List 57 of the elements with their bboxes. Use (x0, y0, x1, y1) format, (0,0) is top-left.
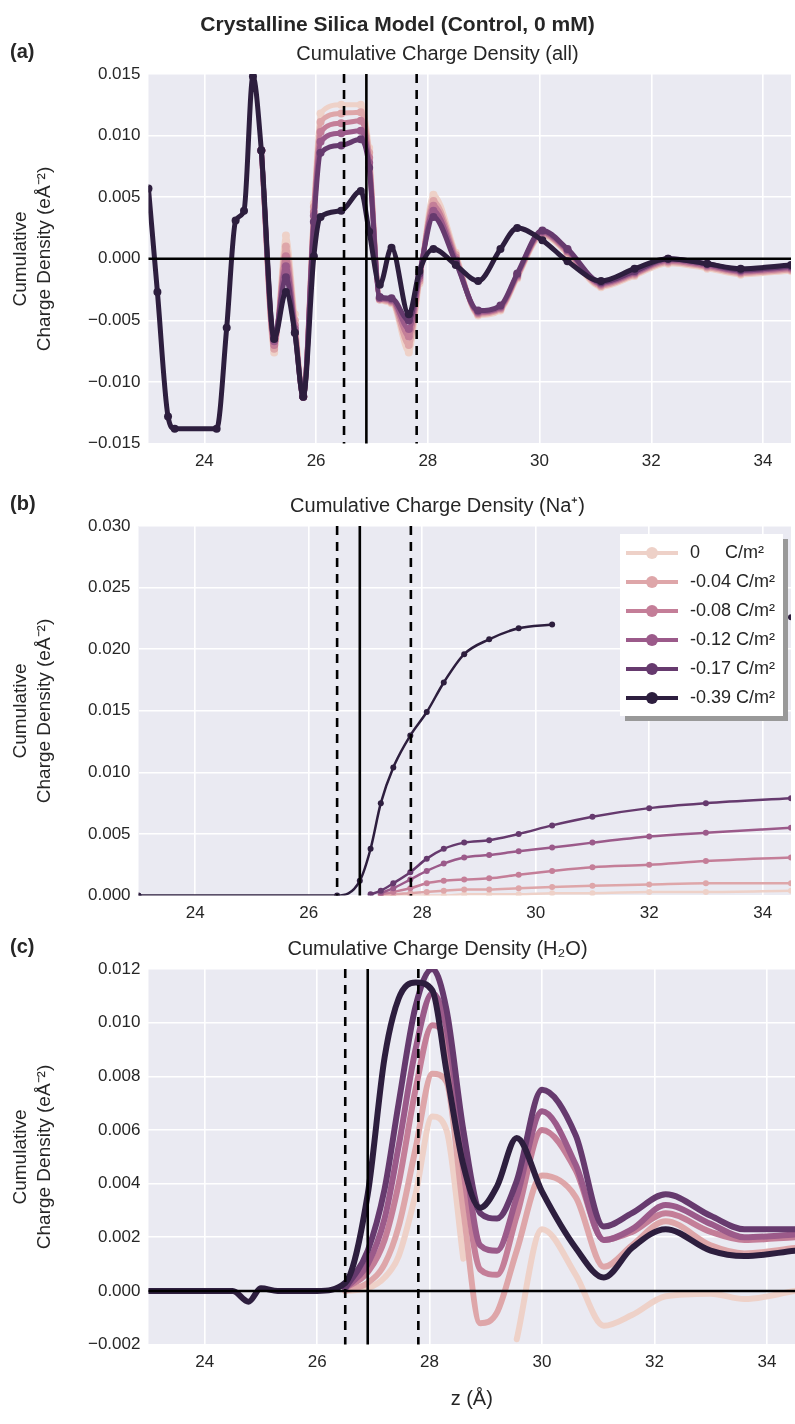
x-tick-label: 30 (526, 903, 546, 923)
x-tick-label: 32 (644, 1352, 664, 1372)
x-tick-label: 28 (412, 903, 432, 923)
x-tick-label: 24 (185, 903, 205, 923)
legend-label: -0.04 C/m² (690, 571, 776, 592)
text: Crystalline Silica Model (Control, 0 mM) (199, 12, 596, 36)
y-tick-label: 0.000 (87, 885, 131, 905)
x-tick-label: 24 (195, 1352, 215, 1372)
y-axis-title: Cumulative Charge Density (eÅ⁻²) (8, 166, 55, 352)
text: (b) (10, 492, 36, 515)
x-tick-label: 26 (299, 903, 319, 923)
legend-label: -0.39 C/m² (690, 687, 776, 708)
text: (c) (10, 935, 35, 958)
y-axis-title: Cumulative Charge Density (eÅ⁻²) (8, 618, 55, 804)
chart-title: Cumulative Charge Density (all) (296, 41, 579, 64)
y-tick-label: 0.012 (97, 958, 141, 978)
chart-title: Cumulative Charge Density (H₂O) (287, 936, 588, 959)
x-tick-label: 30 (530, 451, 550, 471)
y-tick-label: −0.015 (87, 433, 141, 453)
y-axis-title: Cumulative Charge Density (eÅ⁻²) (8, 1064, 55, 1250)
legend-label: 0 C/m² (690, 542, 765, 563)
x-tick-label: 24 (194, 451, 214, 471)
y-tick-label: 0.015 (87, 700, 131, 720)
x-axis-title: z (Å) (450, 1386, 493, 1409)
text: (a) (10, 40, 35, 63)
chart-title: Cumulative Charge Density (Na⁺) (290, 493, 585, 516)
y-tick-label: 0.006 (97, 1119, 141, 1139)
x-tick-label: 34 (753, 903, 773, 923)
x-tick-label: 28 (418, 451, 438, 471)
y-tick-label: 0.005 (87, 823, 131, 843)
y-tick-label: 0.000 (97, 1280, 141, 1300)
x-tick-label: 32 (641, 451, 661, 471)
x-tick-label: 34 (757, 1352, 777, 1372)
y-tick-label: 0.010 (97, 125, 141, 145)
x-tick-label: 26 (306, 451, 326, 471)
x-tick-label: 30 (532, 1352, 552, 1372)
y-tick-label: −0.010 (87, 371, 141, 391)
y-tick-label: 0.020 (87, 638, 131, 658)
y-tick-label: 0.030 (87, 515, 131, 535)
legend-label: -0.12 C/m² (690, 629, 776, 650)
legend-label: -0.08 C/m² (690, 600, 776, 621)
y-tick-label: 0.002 (97, 1226, 141, 1246)
x-tick-label: 32 (639, 903, 659, 923)
y-tick-label: 0.015 (97, 63, 141, 83)
x-tick-label: 28 (420, 1352, 440, 1372)
y-tick-label: 0.004 (97, 1173, 141, 1193)
y-tick-label: 0.025 (87, 577, 131, 597)
y-tick-label: 0.000 (97, 248, 141, 268)
y-tick-label: −0.005 (87, 310, 141, 330)
y-tick-label: 0.010 (87, 762, 131, 782)
y-tick-label: 0.010 (97, 1012, 141, 1032)
y-tick-label: −0.002 (87, 1334, 141, 1354)
y-tick-label: 0.005 (97, 186, 141, 206)
x-tick-label: 34 (753, 451, 773, 471)
x-tick-label: 26 (307, 1352, 327, 1372)
legend-label: -0.17 C/m² (690, 658, 776, 679)
y-tick-label: 0.008 (97, 1066, 141, 1085)
